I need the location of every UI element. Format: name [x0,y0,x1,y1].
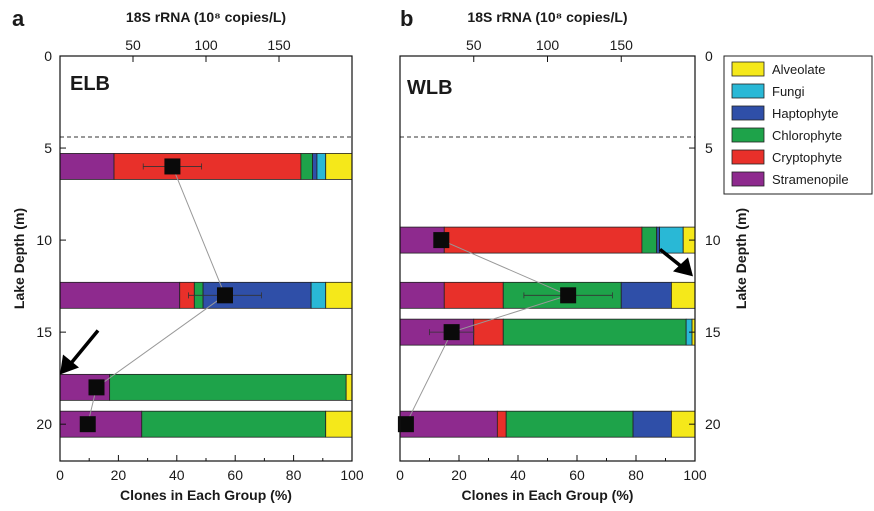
x-tick-label: 0 [396,467,404,483]
rrna-marker [433,232,450,249]
rrna-marker [79,416,96,433]
legend-swatch-cryptophyte [731,149,765,165]
bar-segment-stramenopile [399,410,498,438]
y-axis-title: Lake Depth (m) [733,208,749,309]
x-tick-label: 40 [169,467,185,483]
bar-segment-cryptophyte [113,153,302,180]
legend-label: Chlorophyte [772,128,842,143]
panel-letter: b [400,6,413,31]
bar-segment-stramenopile [59,153,115,180]
top-axis-title: 18S rRNA (10⁸ copies/L) [467,9,627,25]
rrna-profile-line [405,239,570,425]
bar-segment-fungi [316,153,327,180]
site-label: WLB [407,77,453,99]
rrna-marker [88,379,105,396]
y-tick-label: 0 [44,48,52,64]
rrna-marker [443,324,460,341]
bar-segment-chlorophyte [502,318,687,346]
x2-tick-label: 100 [536,37,560,53]
x2-tick-label: 100 [194,37,218,53]
x-tick-label: 20 [451,467,467,483]
x-tick-label: 60 [569,467,585,483]
x-tick-label: 80 [628,467,644,483]
legend: Alveolate Fungi Haptophyte Chlorophyte Crypt… [723,55,873,195]
legend-label: Fungi [772,84,805,99]
legend-swatch-haptophyte [731,105,765,121]
rrna-marker [164,158,181,175]
bar-segment-alveolate [671,281,696,309]
y-tick-label: 10 [705,232,721,248]
bar-segment-fungi [659,226,684,254]
legend-swatch-alveolate [731,61,765,77]
site-label: ELB [70,73,110,95]
bar-segment-fungi [310,281,327,309]
x2-tick-label: 50 [125,37,141,53]
bar-segment-alveolate [345,373,353,401]
x2-tick-label: 150 [267,37,291,53]
bar-segment-haptophyte [620,281,672,309]
y-tick-label: 15 [36,324,52,340]
panel-letter: a [12,6,25,31]
y-tick-label: 0 [705,48,713,64]
legend-swatch-chlorophyte [731,127,765,143]
legend-box [723,55,873,195]
legend-swatch-fungi [731,83,765,99]
legend-label: Cryptophyte [772,150,842,165]
bar-segment-chlorophyte [109,373,347,401]
bar-segment-cryptophyte [443,281,504,309]
y-axis-title: Lake Depth (m) [11,208,27,309]
x-tick-label: 0 [56,467,64,483]
bar-segment-stramenopile [59,281,181,309]
top-axis-title: 18S rRNA (10⁸ copies/L) [126,9,286,25]
x-axis-title: Clones in Each Group (%) [120,487,292,503]
bar-segment-haptophyte [656,226,661,254]
bar-segment-chlorophyte [505,410,634,438]
legend-label: Haptophyte [772,106,839,121]
bar-segment-cryptophyte [496,410,507,438]
rrna-profile-line [87,166,226,425]
x-tick-label: 20 [111,467,127,483]
x2-tick-label: 50 [466,37,482,53]
bar-segment-chlorophyte [300,153,313,180]
bar-segment-alveolate [325,281,353,309]
x-tick-label: 60 [227,467,243,483]
legend-label: Alveolate [772,62,825,77]
y-tick-label: 5 [705,140,713,156]
bar-segment-chlorophyte [641,226,658,254]
y-tick-label: 5 [44,140,52,156]
x-axis-title: Clones in Each Group (%) [462,487,634,503]
y-tick-label: 20 [705,416,721,432]
rrna-marker [397,416,414,433]
x-tick-label: 100 [340,467,364,483]
rrna-marker [216,287,233,304]
y-tick-label: 10 [36,232,52,248]
legend-swatch-stramenopile [731,171,765,187]
x-tick-label: 100 [683,467,707,483]
bar-segment-stramenopile [399,281,445,309]
arrow-head [60,354,79,375]
y-tick-label: 20 [36,416,52,432]
bar-segment-alveolate [325,153,353,180]
bar-segment-haptophyte [632,410,672,438]
bar-segment-cryptophyte [473,318,504,346]
rrna-marker [560,287,577,304]
bar-segment-alveolate [325,410,353,438]
legend-label: Stramenopile [772,172,849,187]
bar-segment-stramenopile [59,410,143,438]
bar-segment-haptophyte [312,153,318,180]
arrow-head [673,257,693,277]
plot-frame [399,55,696,462]
y-tick-label: 15 [705,324,721,340]
x-tick-label: 80 [286,467,302,483]
arrow-line [68,329,100,366]
bar-segment-chlorophyte [141,410,327,438]
x2-tick-label: 150 [610,37,634,53]
bar-segment-cryptophyte [443,226,643,254]
x-tick-label: 40 [510,467,526,483]
